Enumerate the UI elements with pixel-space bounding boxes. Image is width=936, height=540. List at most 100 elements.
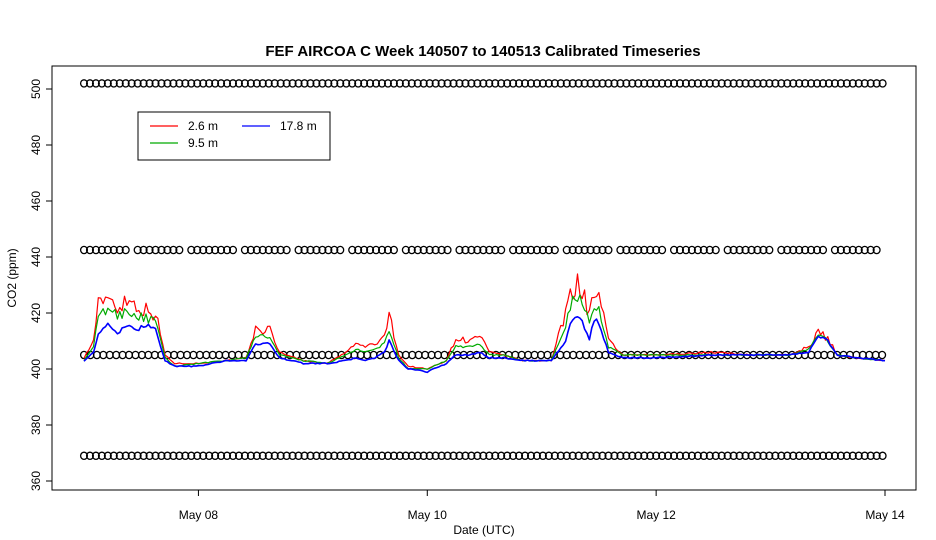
calibration-marker — [205, 245, 214, 255]
calibration-marker — [569, 350, 578, 360]
calibration-marker — [675, 451, 685, 461]
calibration-marker — [440, 350, 449, 360]
calibration-marker — [783, 79, 792, 88]
calibration-marker — [741, 79, 750, 88]
calibration-marker — [628, 245, 637, 255]
y-tick-label: 400 — [29, 359, 43, 379]
calibration-marker — [199, 245, 208, 255]
calibration-marker — [193, 79, 202, 88]
calibration-marker — [550, 79, 559, 88]
calibration-marker — [115, 79, 124, 88]
calibration-marker — [473, 79, 482, 88]
calibration-marker — [536, 350, 546, 360]
calibration-marker — [222, 245, 232, 255]
calibration-marker — [479, 451, 488, 461]
calibration-marker — [408, 350, 417, 360]
calibration-marker — [556, 451, 565, 461]
calibration-marker — [467, 245, 476, 255]
calibration-marker — [348, 245, 357, 255]
calibration-marker — [354, 245, 363, 255]
calibration-marker — [414, 350, 423, 360]
calibration-marker — [878, 451, 887, 461]
calibration-marker — [681, 79, 690, 88]
series-line-17-8-m — [83, 315, 886, 374]
calibration-marker — [550, 245, 559, 255]
calibration-marker — [127, 451, 136, 461]
calibration-marker — [807, 245, 816, 255]
calibration-marker — [270, 451, 279, 461]
calibration-marker — [92, 350, 101, 360]
calibration-marker — [139, 79, 148, 88]
calibration-marker — [693, 451, 702, 461]
calibration-marker — [240, 79, 249, 88]
calibration-marker — [652, 451, 661, 461]
calibration-marker — [366, 79, 375, 88]
calibration-marker — [383, 79, 393, 88]
calibration-marker — [818, 79, 828, 88]
calibration-marker — [389, 79, 398, 88]
calibration-marker — [193, 451, 202, 461]
calibration-marker — [79, 79, 89, 88]
calibration-marker — [467, 451, 476, 461]
calibration-marker — [582, 350, 591, 360]
calibration-marker — [526, 451, 536, 461]
calibration-marker — [580, 451, 589, 461]
calibration-marker — [520, 79, 530, 88]
calibration-marker — [813, 79, 822, 88]
calibration-marker — [538, 451, 547, 461]
calibration-marker — [473, 451, 482, 461]
calibration-marker — [215, 350, 224, 360]
calibration-marker — [425, 245, 434, 255]
calibration-marker — [131, 350, 140, 360]
calibration-marker — [311, 350, 320, 360]
calibration-marker — [407, 451, 416, 461]
calibration-marker — [515, 79, 524, 88]
calibration-marker — [640, 451, 649, 461]
calibration-marker — [288, 451, 297, 461]
calibration-marker — [222, 451, 232, 461]
calibration-marker — [395, 79, 404, 88]
calibration-marker — [330, 79, 339, 88]
calibration-marker — [842, 245, 851, 255]
calibration-marker — [157, 79, 166, 88]
calibration-marker — [305, 350, 314, 360]
calibration-marker — [294, 451, 303, 461]
calibration-marker — [509, 451, 518, 461]
calibration-marker — [270, 245, 279, 255]
calibration-marker — [574, 79, 583, 88]
calibration-marker — [421, 350, 430, 360]
calibration-marker — [723, 451, 732, 461]
calibration-marker — [681, 245, 690, 255]
calibration-marker — [524, 350, 533, 360]
calibration-marker — [801, 79, 810, 88]
calibration-marker — [699, 79, 708, 88]
calibration-marker — [371, 245, 381, 255]
calibration-marker — [348, 79, 357, 88]
calibration-marker — [594, 350, 603, 360]
calibration-marker — [735, 245, 744, 255]
calibration-marker — [276, 79, 285, 88]
calibration-marker — [366, 245, 375, 255]
calibration-marker — [687, 79, 696, 88]
calibration-marker — [747, 245, 756, 255]
calibration-marker — [664, 79, 673, 88]
calibration-marker — [221, 350, 230, 360]
calibration-marker — [264, 451, 273, 461]
calibration-marker — [652, 79, 661, 88]
calibration-marker — [771, 451, 780, 461]
calibration-marker — [363, 350, 372, 360]
calibration-marker — [264, 79, 273, 88]
calibration-marker — [783, 451, 792, 461]
calibration-marker — [437, 451, 446, 461]
calibration-marker — [103, 451, 112, 461]
calibration-marker — [820, 350, 829, 360]
calibration-marker — [824, 79, 834, 88]
calibration-marker — [294, 79, 303, 88]
calibration-marker — [234, 451, 244, 461]
calibration-marker — [830, 79, 839, 88]
calibration-marker — [574, 451, 583, 461]
calibration-marker — [717, 79, 726, 88]
calibration-marker — [145, 79, 154, 88]
calibration-marker — [258, 451, 267, 461]
calibration-marker — [175, 245, 184, 255]
